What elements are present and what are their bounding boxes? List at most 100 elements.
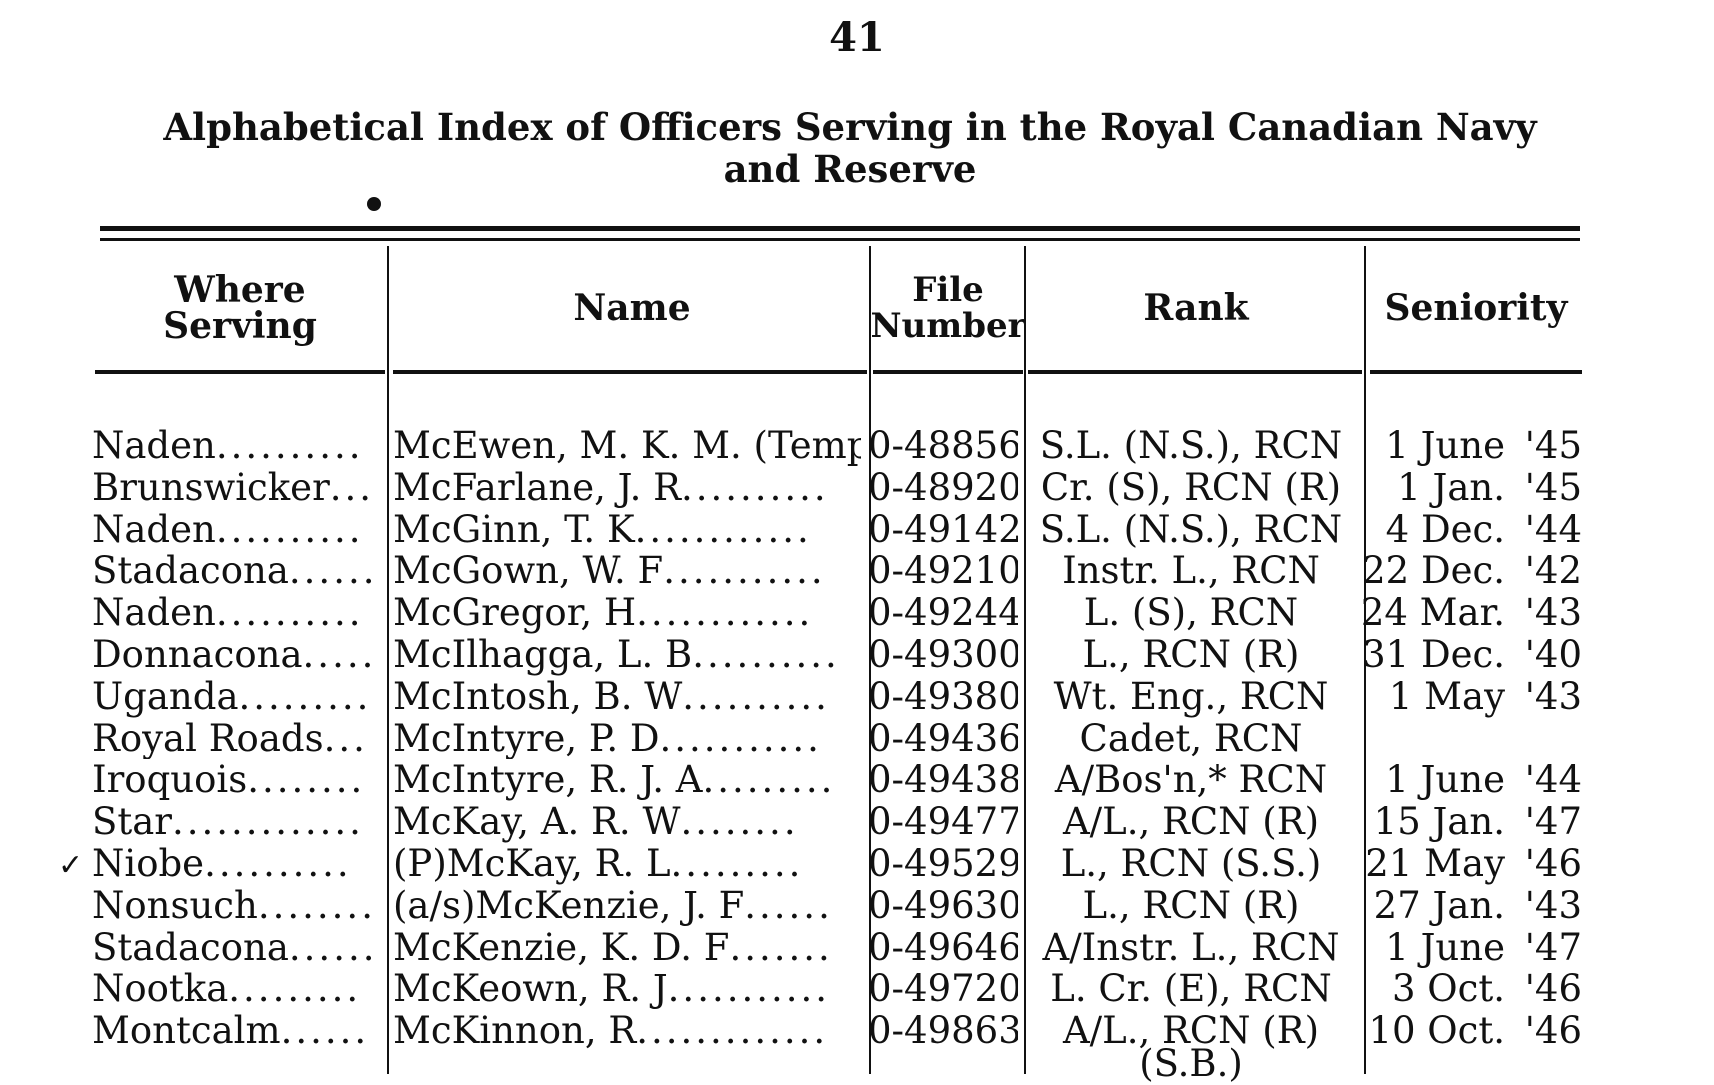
top-rule-thin [100,238,1580,241]
name-cell: McKeown, R. J........... [393,968,861,1010]
leader-dots: ............ [634,508,812,551]
leader-dots: ..... [302,633,377,676]
where-serving-text: Niobe [92,842,205,885]
leader-dots: ............. [171,801,364,843]
where-serving-cell: Iroquois........ [92,759,377,801]
seniority-date-cell: 4 Dec. [1360,509,1505,551]
name-cell: McGinn, T. K............ [393,509,861,551]
table-row: Montcalm...... McKinnon, R............. 0-… [0,1010,1714,1052]
leader-dots: ......... [702,759,836,802]
file-number-text: 0-49630 [868,884,1018,927]
rank-text: S.L. (N.S.), RCN [1039,508,1343,551]
officer-name-text: McKeown, R. J [393,968,668,1011]
leader-dots: .......... [215,425,364,467]
page-number: 41 [829,14,885,61]
name-cell: McGregor, H............ [393,592,861,634]
file-number-text: 0-49436 [868,717,1018,760]
seniority-date-cell [1360,718,1505,760]
name-cell: McKenzie, K. D. F....... [393,927,861,969]
where-serving-text: Uganda [92,675,239,718]
officer-name-text: McIntosh, B. W [393,675,683,718]
seniority-date-text: 27 Jan. [1373,884,1505,927]
officer-name-text: McGinn, T. K [393,508,635,551]
rank-text: A/L., RCN (R) [1062,801,1320,843]
where-serving-text: Naden [92,592,216,634]
seniority-year-cell: '46 [1518,843,1582,885]
officer-name-text: McGown, W. F [393,550,664,593]
file-number-text: 0-49438 [868,759,1018,802]
seniority-year-cell: '45 [1518,425,1582,467]
where-serving-cell: Donnacona..... [92,634,377,676]
rank-text: Wt. Eng., RCN [1053,675,1329,718]
file-number-cell: 0-49477 [868,801,1018,843]
seniority-date-cell: 21 May [1360,843,1505,885]
leader-dots: ........ [247,759,366,802]
seniority-year-cell: '44 [1518,759,1582,801]
table-row: Naden.......... McEwen, M. K. M. (Temp.) 0… [0,425,1714,467]
file-number-text: 0-49244 [868,592,1018,634]
seniority-year-cell: '42 [1518,550,1582,592]
leader-dots: ...... [288,550,377,593]
file-number-text: 0-49529 [868,842,1018,885]
column-header-seniority: Seniority [1366,246,1586,370]
file-number-cell: 0-49438 [868,759,1018,801]
title-line-2: and Reserve [723,147,977,191]
rank-text: Cadet, RCN [1079,717,1303,760]
where-serving-cell: Royal Roads... [92,718,377,760]
file-number-text: 0-49142 [868,508,1018,551]
seniority-year-text: '43 [1524,675,1582,718]
leader-dots: .......... [682,675,830,718]
column-header-file-number: File Number [870,246,1025,370]
seniority-year-cell: '43 [1518,676,1582,718]
where-serving-text: Stadacona [92,550,289,593]
rank-cell: Cadet, RCN [1022,718,1360,760]
rank-cell: L. (S), RCN [1022,592,1360,634]
seniority-year-cell: '44 [1518,509,1582,551]
leader-dots: .......... [692,633,840,676]
rank-cell: L. Cr. (E), RCN [1022,968,1360,1010]
file-number-text: 0-49720 [868,968,1018,1011]
column-header-where-serving: Where Serving [95,246,385,370]
file-number-text: 0-49210 [868,550,1018,593]
leader-dots: .......... [204,842,352,885]
seniority-year-cell: '43 [1518,885,1582,927]
table-row: Royal Roads... McIntyre, P. D........... 0… [0,718,1714,760]
leader-dots: ...... [288,926,377,969]
file-number-cell: 0-49142 [868,509,1018,551]
seniority-year-text: '44 [1524,508,1582,551]
file-number-cell: 0-49863 [868,1010,1018,1052]
header-underline-seniority [1370,370,1582,374]
table-row: Uganda......... McIntosh, B. W.......... 0… [0,676,1714,718]
table-row: Naden.......... McGregor, H............ 0-… [0,592,1714,634]
seniority-date-text: 15 Jan. [1373,801,1505,843]
officer-table-body: Naden.......... McEwen, M. K. M. (Temp.) 0… [0,425,1714,1052]
leader-dots: ... [323,717,368,760]
officer-name-text: McIlhagga, L. B [393,633,693,676]
leader-dots: .......... [215,592,364,634]
officer-name-text: McEwen, M. K. M. (Temp.) [393,425,861,467]
where-serving-cell: Naden.......... [92,425,377,467]
seniority-year-text: '46 [1524,1010,1582,1052]
rank-cell: A/L., RCN (R) [1022,801,1360,843]
leader-dots: .......... [215,508,364,551]
column-header-rank-label: Rank [1143,287,1249,329]
rank-cell: Instr. L., RCN [1022,550,1360,592]
seniority-year-text: '46 [1524,968,1582,1011]
where-serving-cell: Montcalm...... [92,1010,377,1052]
rank-cell: A/L., RCN (R) [1022,1010,1360,1052]
where-serving-cell: Uganda......... [92,676,377,718]
seniority-year-cell: '47 [1518,801,1582,843]
where-serving-text: Nonsuch [92,884,258,927]
table-row: Star............. McKay, A. R. W........ 0… [0,801,1714,843]
file-number-text: 0-49300 [868,633,1018,676]
leader-dots: ...... [280,1010,370,1052]
name-cell: McGown, W. F........... [393,550,861,592]
rank-cell: L., RCN (S.S.) [1022,843,1360,885]
officer-name-text: McKinnon, R [393,1010,637,1052]
title-line-1: Alphabetical Index of Officers Serving i… [163,105,1537,149]
where-serving-cell: Nonsuch........ [92,885,377,927]
seniority-date-cell: 1 June [1360,425,1505,467]
where-serving-text: Royal Roads [92,717,324,760]
table-row: Donnacona..... McIlhagga, L. B.......... 0… [0,634,1714,676]
seniority-date-cell: 1 June [1360,927,1505,969]
